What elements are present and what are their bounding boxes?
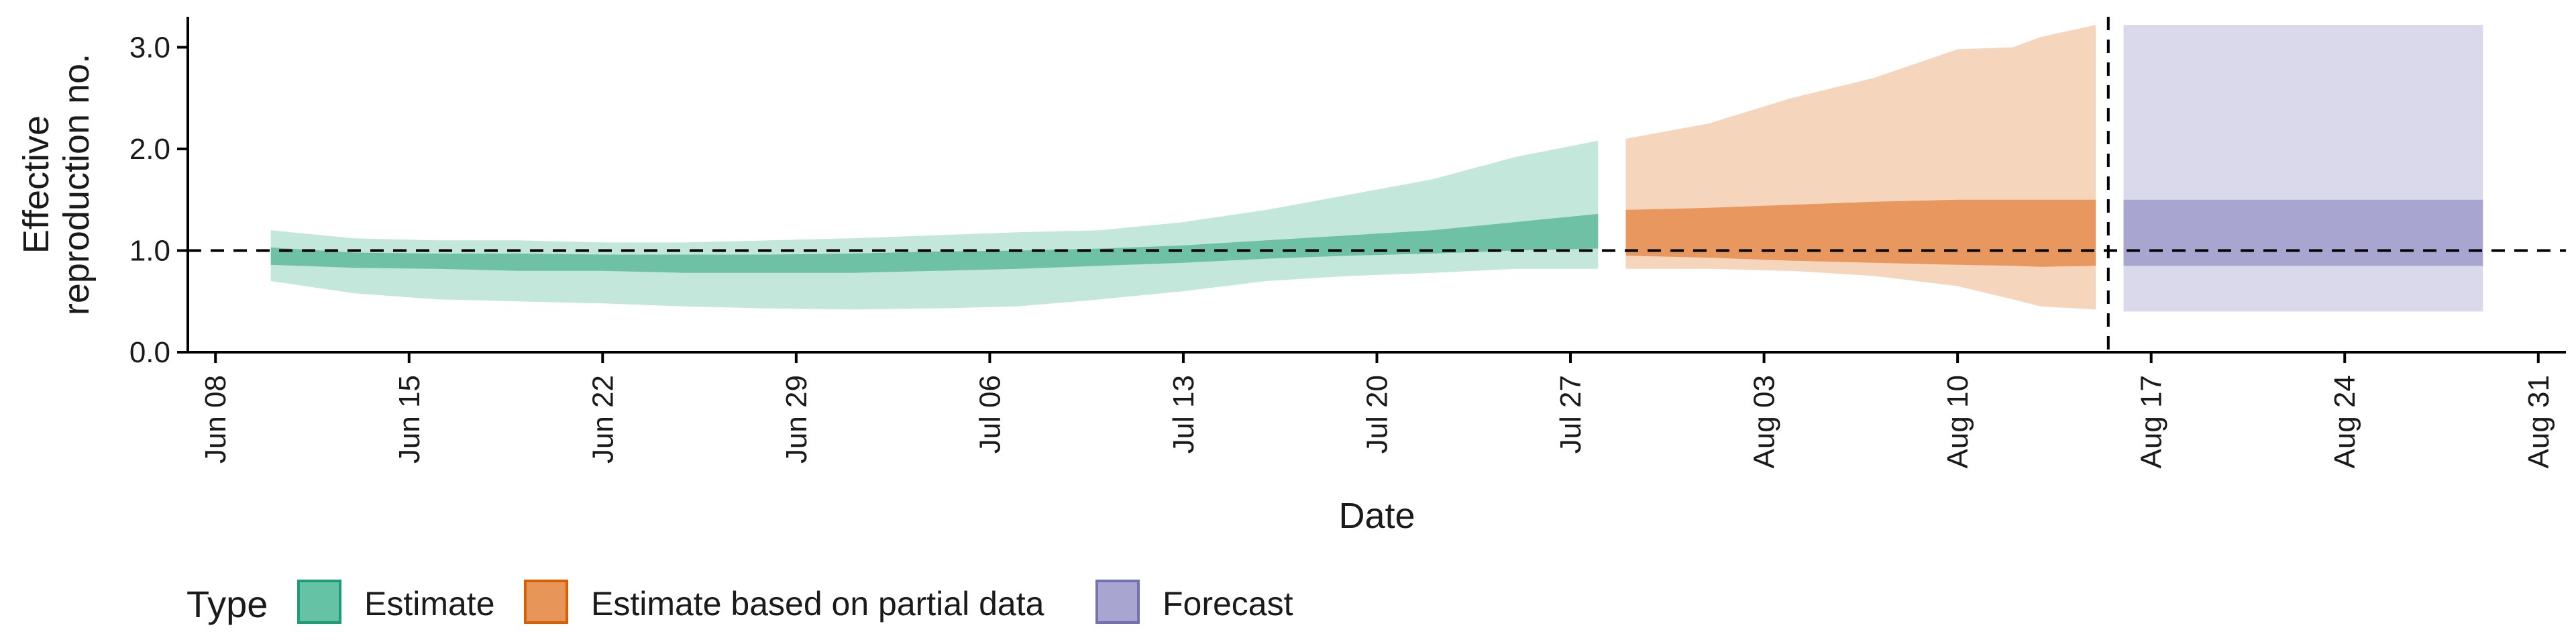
x-tick-label: Jul 13	[1167, 375, 1200, 453]
x-tick-label: Aug 10	[1941, 375, 1974, 468]
x-tick-label: Aug 17	[2135, 375, 2168, 468]
estimate-band-90	[270, 140, 1599, 310]
y-tick-label: 0.0	[129, 336, 170, 369]
estimate-based-on-partial-data-band-50	[1625, 199, 2096, 267]
legend-swatch-estimate	[297, 580, 341, 624]
y-tick-label: 3.0	[129, 31, 170, 64]
ribbon-bands	[270, 25, 2483, 312]
x-tick-label: Aug 24	[2328, 375, 2361, 468]
x-tick-label: Jul 06	[973, 375, 1006, 453]
x-tick-label: Jun 22	[586, 375, 619, 464]
x-tick-label: Jun 15	[393, 375, 426, 464]
y-axis-title-line-2: reproduction no.	[56, 54, 97, 315]
x-tick-label: Jun 29	[780, 375, 813, 464]
estimate-band-50	[270, 213, 1599, 273]
x-tick-label: Jul 27	[1554, 375, 1587, 453]
legend: Type Estimate Estimate based on partial d…	[186, 580, 1293, 625]
legend-swatch-estimate-based-on-partial-data	[524, 580, 568, 624]
y-tick-label: 2.0	[129, 133, 170, 166]
x-tick-label: Jun 08	[199, 375, 232, 464]
legend-label-estimate-based-on-partial-data: Estimate based on partial data	[591, 585, 1044, 623]
x-tick-label: Aug 31	[2522, 375, 2555, 468]
forecast-band-90	[2123, 25, 2483, 312]
x-axis-title: Date	[1338, 496, 1415, 536]
y-tick-label: 1.0	[129, 234, 170, 267]
y-axis-title-line-1: Effective	[16, 115, 56, 254]
legend-label-estimate: Estimate	[364, 585, 495, 623]
y-ticks: 0.0 1.0 2.0 3.0	[129, 31, 188, 369]
forecast-band-50	[2123, 199, 2483, 266]
estimate-based-on-partial-data-band-90	[1625, 25, 2096, 310]
legend-label-forecast: Forecast	[1163, 585, 1293, 623]
x-tick-label: Jul 20	[1361, 375, 1394, 453]
legend-swatch-forecast	[1095, 580, 1140, 624]
x-ticks: Jun 08 Jun 15 Jun 22 Jun 29 Jul 06 Jul 13 Jul …	[199, 352, 2555, 468]
legend-title: Type	[186, 583, 268, 625]
x-tick-label: Aug 03	[1748, 375, 1781, 468]
